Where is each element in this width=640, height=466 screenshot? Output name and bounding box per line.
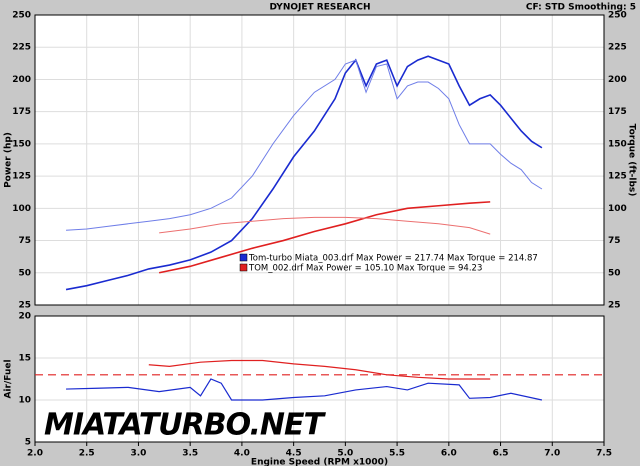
x-tick-label: 3.0	[130, 449, 146, 459]
x-tick-label: 7.5	[596, 449, 612, 459]
y2-tick-label: 150	[608, 139, 627, 149]
y-tick-label: 20	[18, 312, 31, 322]
y-tick-label: 15	[18, 354, 31, 364]
y2-tick-label: 250	[608, 11, 627, 21]
y-tick-label: 10	[18, 396, 31, 406]
y2-tick-label: 200	[608, 75, 627, 85]
series-line	[66, 59, 543, 231]
series-line	[158, 201, 491, 274]
legend-swatch	[239, 263, 248, 272]
x-tick-label: 5.5	[389, 449, 405, 459]
legend-label: Tom-turbo Miata_003.drf Max Power = 217.…	[248, 254, 538, 264]
watermark: MIATATURBO.NET	[44, 408, 326, 443]
y2-tick-label: 125	[608, 172, 627, 182]
legend-label: TOM_002.drf Max Power = 105.10 Max Torqu…	[248, 264, 482, 274]
y-axis-label: Air/Fuel	[4, 359, 14, 398]
plot-frame	[34, 315, 605, 443]
x-tick-label: 4.5	[286, 449, 302, 459]
plot-frame	[34, 14, 605, 306]
x-tick-label: 6.0	[441, 449, 457, 459]
x-tick-label: 2.0	[27, 449, 43, 459]
y-axis-label: Power (hp)	[4, 132, 14, 188]
y2-tick-label: 100	[608, 204, 627, 214]
y-tick-label: 175	[12, 107, 31, 117]
series-line	[66, 378, 543, 401]
settings-text: CF: STD Smoothing: 5	[526, 3, 636, 13]
y-tick-label: 200	[12, 75, 31, 85]
x-tick-label: 2.5	[79, 449, 95, 459]
y-tick-label: 150	[12, 139, 31, 149]
x-axis-label: Engine Speed (RPM x1000)	[251, 458, 388, 466]
series-line	[148, 359, 491, 380]
plot-area	[34, 14, 605, 306]
y-tick-label: 125	[12, 172, 31, 182]
y-tick-label: 250	[12, 11, 31, 21]
x-tick-label: 5.0	[337, 449, 353, 459]
y-tick-label: 100	[12, 204, 31, 214]
x-tick-label: 7.0	[544, 449, 560, 459]
y2-tick-label: 175	[608, 107, 627, 117]
y-tick-label: 25	[18, 301, 31, 311]
legend-swatch	[239, 253, 248, 262]
y-tick-label: 50	[18, 268, 31, 278]
series-line	[159, 216, 491, 235]
y-tick-label: 75	[18, 236, 31, 246]
y2-tick-label: 225	[608, 43, 627, 53]
y2-tick-label: 50	[608, 268, 621, 278]
x-tick-label: 4.0	[234, 449, 250, 459]
series-line	[65, 55, 543, 291]
x-tick-label: 6.5	[493, 449, 509, 459]
y2-axis-label: Torque (ft-lbs)	[627, 124, 637, 197]
x-tick-label: 3.5	[182, 449, 198, 459]
y-tick-label: 5	[25, 438, 31, 448]
y2-tick-label: 75	[608, 236, 621, 246]
y2-tick-label: 25	[608, 301, 621, 311]
y-tick-label: 225	[12, 43, 31, 53]
chart-title: DYNOJET RESEARCH	[269, 3, 370, 13]
